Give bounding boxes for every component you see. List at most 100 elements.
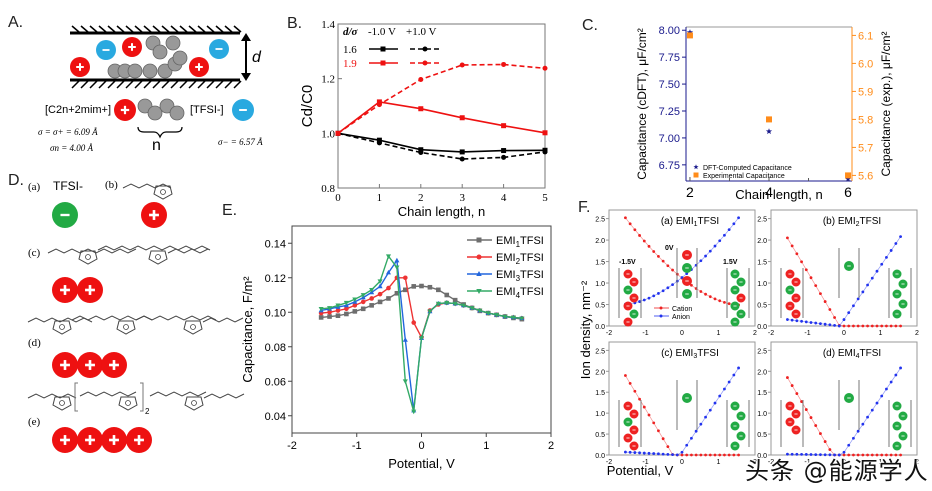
anion-data-point [866, 415, 869, 419]
data-point [435, 301, 441, 307]
cation-curve [625, 217, 739, 306]
data-point [845, 172, 852, 179]
anion-data-point [842, 450, 846, 454]
anion-data-point [690, 436, 693, 440]
y-tick-label: 1.5 [595, 390, 605, 397]
data-point [376, 99, 382, 105]
panel-label-e: E. [222, 202, 237, 219]
anion-data-point [795, 319, 799, 323]
y-tick-label: 2.0 [595, 369, 605, 376]
anion-data-point [699, 259, 703, 263]
plot-frame [608, 209, 756, 327]
wall-hatch [98, 25, 107, 33]
data-point [369, 296, 374, 301]
data-point [385, 269, 392, 275]
legend-marker [422, 60, 428, 66]
data-point [427, 309, 433, 315]
anion-data-point [685, 443, 689, 447]
wall-hatch [188, 80, 197, 89]
anion-data-point [737, 216, 740, 220]
plot-frame [337, 23, 546, 189]
data-point [542, 65, 548, 71]
data-point [377, 299, 383, 305]
x-tick-label: 1 [377, 192, 383, 204]
wall-hatch [125, 80, 134, 89]
anion-data-point [642, 451, 646, 455]
legend-row-label: 1.6 [343, 44, 357, 56]
cation-data-point [833, 316, 836, 319]
ether-chain [149, 391, 207, 397]
minus-icon [632, 413, 636, 415]
data-point [444, 300, 450, 306]
minus-icon [895, 445, 899, 447]
minus-icon [788, 305, 792, 307]
cation-data-point [823, 300, 827, 303]
minus-icon [794, 281, 798, 283]
wall-hatch [143, 25, 152, 33]
imidazolium-ring [184, 396, 204, 411]
minus-icon [733, 425, 737, 427]
y-tick-label: 0.8 [321, 183, 335, 195]
ether-chain [97, 245, 211, 251]
anion-data-point [666, 286, 670, 290]
data-point [452, 297, 458, 303]
wall-hatch [224, 25, 233, 33]
legend-marker [476, 237, 482, 243]
data-point [419, 283, 424, 289]
y-tick-label: 0.04 [265, 411, 286, 423]
cation-formula-label: [C2n+2mim+] [45, 104, 111, 116]
minus-icon [102, 49, 110, 51]
panel-label-b: B. [287, 15, 302, 32]
item-tag: (c) [28, 247, 41, 259]
anion-data-point [727, 228, 731, 232]
cation-data-point [713, 297, 717, 301]
data-point [335, 130, 341, 136]
anion-data-point [804, 453, 808, 456]
anion-data-point [866, 283, 869, 287]
y-tick-label-right: 5.9 [858, 86, 873, 98]
y-tick-label: 7.25 [659, 106, 680, 118]
plus-icon [88, 360, 92, 370]
panel-label-c: C. [582, 17, 598, 34]
anion-data-point [718, 239, 722, 243]
sigma-plus-label: σ = σ+ = 6.09 Å [38, 127, 98, 137]
minus-icon [685, 293, 689, 295]
y-tick-label: 2.5 [757, 348, 767, 355]
cation-data-point [875, 324, 879, 328]
data-point [436, 287, 441, 293]
ion-density-subplot: 0.0 0.5 1.0 1.5 2.0 2.5 -2 -1 0 1 2 (c) EMI3TFSI [595, 341, 757, 466]
minus-icon [626, 305, 630, 307]
anion-data-point [837, 453, 841, 457]
data-point [418, 147, 424, 153]
anion-data-point [833, 323, 836, 327]
minus-icon [895, 405, 899, 407]
legend-marker [659, 306, 663, 310]
ether-chain [135, 315, 217, 321]
minus-icon [739, 313, 743, 315]
cation-data-point [809, 276, 813, 280]
x-axis-label: Chain length, n [735, 187, 822, 202]
cation-data-point [809, 416, 813, 419]
data-point [501, 154, 507, 160]
anion-data-point [880, 394, 884, 398]
wall-hatch [152, 25, 161, 33]
y-tick-label: 0.5 [757, 432, 767, 439]
sigma-minus-label: σ− = 6.57 Å [218, 137, 263, 147]
y-axis-label-right: Capacitance (exp.), μF/cm² [879, 32, 893, 177]
cation-data-point [894, 453, 898, 457]
data-point [376, 137, 382, 143]
data-point [318, 306, 324, 312]
legend-row-label: 1.9 [343, 58, 357, 70]
legend-header: -1.0 V [368, 26, 396, 38]
minus-icon [901, 435, 905, 437]
cation-data-point [804, 408, 808, 411]
x-tick-label: -2 [606, 330, 612, 337]
cation-data-point [704, 453, 707, 457]
minus-icon [901, 303, 905, 305]
anion-data-point [875, 269, 879, 273]
minus-icon [632, 429, 636, 431]
data-point [844, 175, 852, 182]
data-point [403, 287, 408, 293]
minus-icon [685, 397, 689, 399]
y-tick-label: 1.4 [321, 19, 335, 31]
